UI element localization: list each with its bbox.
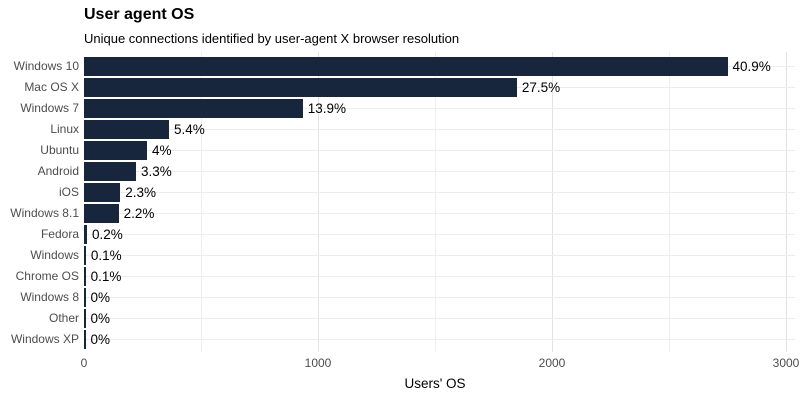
category-gridline-h [84, 129, 795, 130]
category-gridline-h [84, 213, 795, 214]
category-label: Linux [50, 122, 79, 136]
major-gridline-v [318, 52, 319, 352]
category-label: Windows [30, 248, 79, 262]
bar-value-label: 0% [90, 311, 111, 326]
bar-value-label: 27.5% [521, 80, 561, 95]
major-gridline-v [552, 52, 553, 352]
x-tick-label: 0 [80, 356, 88, 370]
bar-value-label: 2.2% [123, 206, 155, 221]
category-label: Windows 8 [20, 290, 79, 304]
category-gridline-h [84, 297, 795, 298]
category-label: Other [48, 311, 79, 325]
category-gridline-h [84, 171, 795, 172]
category-gridline-h [84, 339, 795, 340]
major-gridline-v [786, 52, 787, 352]
category-label: Windows 8.1 [10, 206, 79, 220]
category-label: Windows 7 [20, 101, 79, 115]
bar-value-label: 40.9% [732, 59, 771, 74]
bar [84, 246, 86, 265]
chart-title: User agent OS [84, 6, 195, 23]
bar-value-label: 0.1% [90, 248, 122, 263]
x-tick-label: 2000 [538, 356, 566, 370]
minor-gridline-v [435, 52, 436, 352]
bar [84, 99, 303, 118]
bar-value-label: 0.2% [92, 227, 123, 242]
bar-value-label: 2.3% [125, 185, 157, 200]
bar-value-label: 5.4% [173, 122, 205, 137]
bar-value-label: 13.9% [307, 101, 347, 116]
bar [84, 225, 88, 244]
category-label: iOS [58, 185, 79, 199]
bar-value-label: 0% [90, 290, 111, 305]
chart-subtitle: Unique connections identified by user-ag… [84, 31, 460, 46]
category-gridline-h [84, 108, 795, 109]
bar-value-label: 3.3% [140, 164, 172, 179]
minor-gridline-v [669, 52, 670, 352]
bar [84, 309, 86, 328]
bar [84, 288, 86, 307]
x-tick-label: 1000 [304, 356, 332, 370]
minor-gridline-v [201, 52, 202, 352]
category-gridline-h [84, 318, 795, 319]
bar [84, 204, 119, 223]
bar [84, 330, 86, 349]
category-label: Windows 10 [13, 59, 79, 73]
bar [84, 57, 728, 76]
bar-value-label: 0% [90, 332, 111, 347]
category-label: Windows XP [10, 332, 79, 346]
bar-value-label: 4% [151, 143, 172, 158]
bar-value-label: 0.1% [90, 269, 122, 284]
category-gridline-h [84, 255, 795, 256]
x-axis-title: Users' OS [404, 376, 466, 391]
bar [84, 78, 517, 97]
bar [84, 120, 169, 139]
plot-area: 40.9% 27.5% 13.9% 5.4% 4% 3.3% 2.3% 2.2% 0.2% 0.1… [84, 52, 795, 352]
bar [84, 141, 147, 160]
bar [84, 183, 121, 202]
category-gridline-h [84, 192, 795, 193]
x-tick-label: 3000 [772, 356, 800, 370]
category-gridline-h [84, 276, 795, 277]
category-label: Android [37, 164, 79, 178]
category-label: Mac OS X [24, 80, 79, 94]
category-gridline-h [84, 150, 795, 151]
bar [84, 162, 136, 181]
category-label: Fedora [40, 227, 79, 241]
bar [84, 267, 86, 286]
category-gridline-h [84, 234, 795, 235]
category-label: Chrome OS [15, 269, 79, 283]
category-label: Ubuntu [40, 143, 79, 157]
